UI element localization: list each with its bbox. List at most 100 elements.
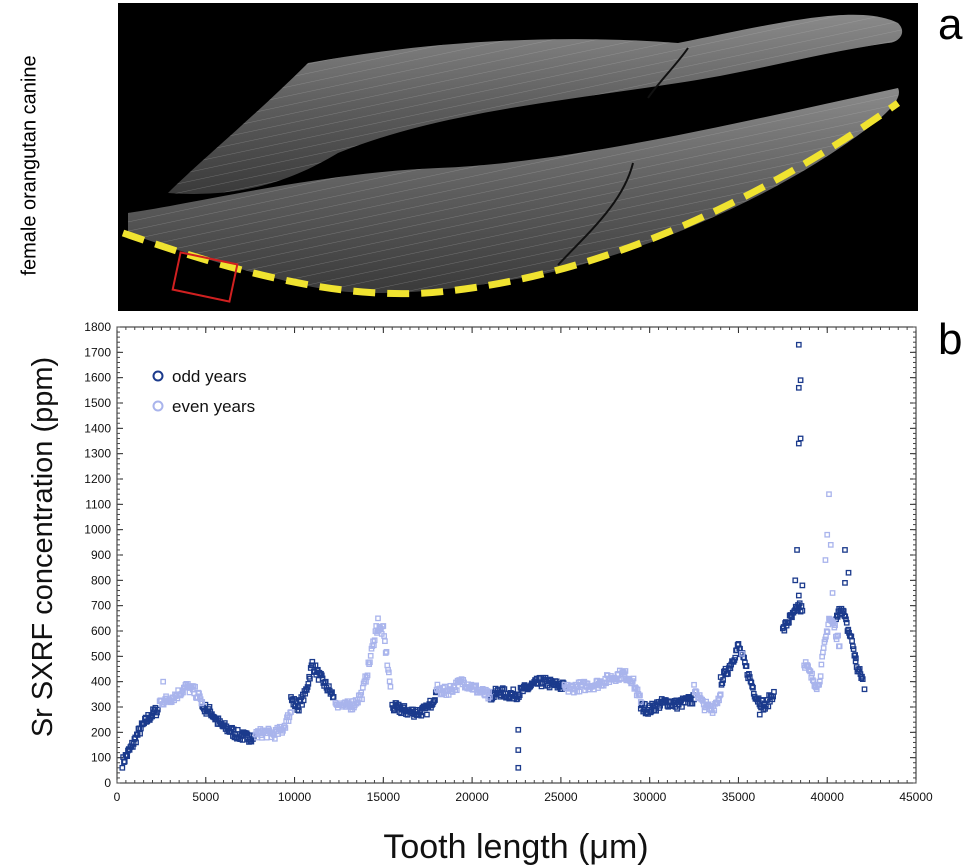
data-point: [829, 590, 836, 596]
data-point: [845, 569, 852, 576]
data-point: [472, 683, 479, 690]
legend-label: even years: [172, 397, 255, 416]
data-point: [137, 730, 143, 737]
data-point: [300, 697, 307, 704]
data-point: [196, 690, 202, 697]
data-point: [197, 693, 203, 700]
data-point: [719, 680, 726, 687]
data-point: [824, 531, 831, 538]
data-point: [383, 648, 390, 655]
legend-marker: [152, 370, 164, 382]
data-point: [746, 670, 752, 677]
data-point: [809, 670, 815, 677]
legend-marker: [152, 400, 164, 412]
specimen-label: female orangutan canine: [18, 55, 41, 276]
data-point: [160, 678, 167, 685]
data-point: [424, 711, 430, 718]
data-point: [386, 678, 393, 685]
data-point: [835, 632, 841, 639]
data-point: [296, 707, 302, 714]
data-point: [371, 637, 378, 644]
y-tick-label: 1800: [84, 320, 111, 334]
data-point: [304, 684, 311, 690]
data-point: [732, 654, 739, 661]
data-point: [305, 680, 312, 687]
data-point: [386, 669, 392, 676]
data-point: [693, 689, 700, 695]
data-point: [824, 629, 831, 635]
y-tick-label: 1500: [84, 396, 111, 410]
data-point: [856, 666, 863, 672]
y-tick-label: 500: [91, 649, 111, 663]
panel-b-label: b: [938, 315, 963, 364]
data-point: [486, 688, 492, 695]
data-point: [364, 672, 371, 679]
y-tick-label: 700: [91, 599, 111, 613]
data-point: [842, 547, 848, 553]
data-point: [749, 683, 756, 690]
data-point: [822, 636, 829, 643]
y-tick-label: 100: [91, 751, 111, 765]
axis-ticks: 0 5000 10000 15000 20000 25000 30000 35000 40000…: [84, 320, 933, 804]
data-point: [700, 698, 706, 704]
data-point: [823, 628, 830, 635]
data-point: [510, 686, 517, 693]
data-point: [515, 726, 522, 733]
data-point: [747, 678, 754, 685]
data-point: [390, 707, 397, 714]
data-point: [487, 694, 493, 700]
data-point: [516, 692, 523, 699]
data-point: [795, 384, 802, 391]
data-point: [272, 735, 278, 742]
data-point: [129, 744, 136, 750]
data-point: [795, 440, 802, 447]
data-point: [827, 542, 834, 548]
data-point: [282, 725, 289, 731]
data-point: [154, 709, 160, 716]
data-point: [725, 671, 731, 677]
data-point: [637, 692, 643, 699]
y-tick-label: 600: [91, 624, 111, 638]
data-point: [849, 638, 855, 644]
data-points: [119, 341, 868, 771]
data-point: [307, 675, 313, 682]
data-point: [852, 658, 859, 665]
data-point: [809, 677, 816, 683]
analysis-region-box: [171, 251, 239, 303]
upper-striae: [168, 14, 903, 194]
data-point: [381, 633, 387, 639]
data-point: [795, 341, 802, 348]
tooth-section-svg: [121, 14, 903, 303]
data-point: [822, 557, 829, 563]
data-point: [154, 706, 161, 713]
data-point: [850, 646, 857, 652]
tooth-section-image: [118, 3, 918, 311]
lower-striae: [128, 88, 899, 293]
growth-axis-dashed-line: [121, 100, 901, 298]
series-even-years: [156, 491, 843, 742]
data-point: [322, 678, 329, 685]
data-point: [739, 650, 745, 657]
data-point: [367, 652, 374, 659]
y-tick-label: 200: [91, 725, 111, 739]
data-point: [359, 696, 365, 703]
data-point: [771, 688, 777, 695]
data-point: [832, 622, 838, 629]
y-tick-label: 1000: [84, 523, 111, 537]
y-tick-label: 800: [91, 573, 111, 587]
data-point: [453, 687, 460, 694]
data-point: [153, 712, 160, 719]
data-point: [843, 616, 849, 623]
data-point: [497, 693, 504, 700]
data-point: [799, 607, 806, 614]
x-tick-label: 25000: [544, 790, 578, 804]
data-point: [826, 491, 832, 498]
data-point: [817, 678, 823, 685]
legend-label: odd years: [172, 367, 247, 386]
data-point: [842, 580, 848, 586]
plot-border: [116, 326, 917, 784]
data-point: [198, 700, 205, 707]
x-tick-label: 40000: [811, 790, 845, 804]
data-point: [836, 643, 843, 650]
data-point: [717, 691, 724, 698]
